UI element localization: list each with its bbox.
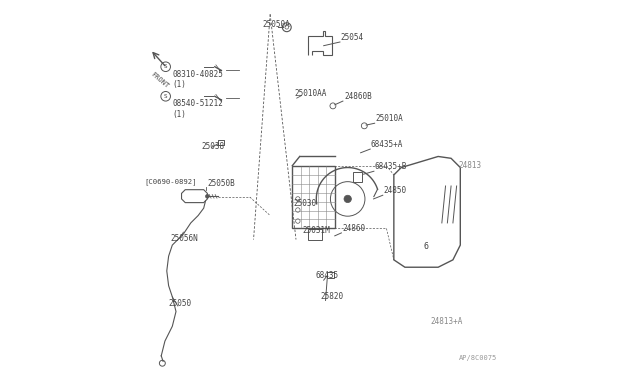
- Text: [C0690-0892]: [C0690-0892]: [145, 178, 197, 185]
- Text: 24860: 24860: [342, 224, 365, 233]
- Text: 08310-40825
(1): 08310-40825 (1): [172, 70, 223, 89]
- Text: 25030: 25030: [293, 199, 317, 208]
- Bar: [308, 229, 322, 240]
- Text: FRONT: FRONT: [149, 71, 170, 90]
- Bar: [292, 166, 335, 228]
- Text: 08540-51212
(1): 08540-51212 (1): [172, 99, 223, 119]
- Text: 25050B: 25050B: [207, 179, 235, 188]
- Text: 25056N: 25056N: [170, 234, 198, 243]
- Text: S: S: [164, 94, 168, 99]
- Text: 24813+A: 24813+A: [431, 317, 463, 327]
- Text: 6: 6: [424, 242, 428, 251]
- Text: S: S: [164, 64, 168, 69]
- Text: 25050A: 25050A: [263, 20, 291, 29]
- Circle shape: [205, 195, 209, 198]
- Text: 68435+A: 68435+A: [371, 140, 403, 149]
- Text: 68435: 68435: [316, 271, 339, 280]
- Text: 24850: 24850: [383, 186, 406, 195]
- Text: AP/8C0075: AP/8C0075: [459, 355, 497, 361]
- Text: 25820: 25820: [320, 292, 343, 301]
- Text: 25050: 25050: [168, 299, 192, 308]
- Text: 24860B: 24860B: [344, 92, 372, 101]
- Text: 25054: 25054: [340, 33, 364, 42]
- Bar: [353, 172, 362, 182]
- Text: 24813: 24813: [458, 161, 481, 170]
- Text: 25038: 25038: [201, 142, 224, 151]
- Bar: [326, 272, 334, 278]
- Text: 25031M: 25031M: [303, 226, 330, 235]
- Circle shape: [344, 195, 351, 203]
- Text: 68435+B: 68435+B: [374, 163, 407, 171]
- Text: 25010A: 25010A: [376, 114, 403, 124]
- Text: 25010AA: 25010AA: [294, 89, 326, 97]
